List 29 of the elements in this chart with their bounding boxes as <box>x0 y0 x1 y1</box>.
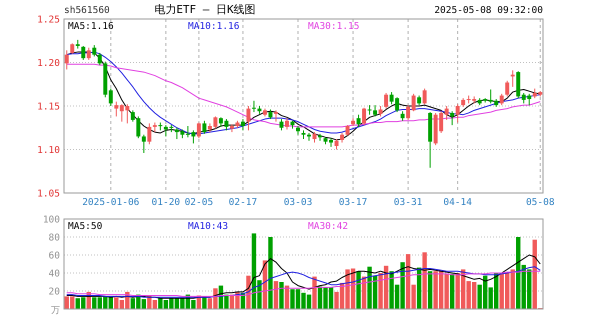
chart-subtitle: sh561560 <box>64 5 110 16</box>
text: MA5:50 <box>68 221 103 232</box>
y-tick-label: 100 <box>42 214 60 226</box>
x-tick-label: 01-20 <box>152 197 180 208</box>
y-tick-label: 80 <box>48 232 60 244</box>
y-tick-label: 1.10 <box>37 145 60 156</box>
x-tick-label: 03-31 <box>394 197 423 208</box>
x-tick-label: 04-14 <box>443 197 472 208</box>
text: MA30:1.15 <box>308 21 360 32</box>
x-tick-label: 02-05 <box>184 197 214 208</box>
text: MA10:1.16 <box>188 21 240 32</box>
x-tick-label: 2025-01-06 <box>82 197 140 208</box>
x-tick-label: 03-03 <box>284 197 312 208</box>
y-tick-label: 40 <box>48 268 60 280</box>
y-tick-label: 20 <box>48 286 60 298</box>
x-tick-label: 03-17 <box>338 197 368 208</box>
y-tick-label: 1.05 <box>37 188 60 200</box>
y-axis-title: 万 <box>51 306 60 316</box>
text: MA30:42 <box>308 221 348 232</box>
x-tick-label: 05-08 <box>526 197 555 208</box>
chart-title: 电力ETF — 日K线图 <box>154 3 256 16</box>
y-tick-label: 1.25 <box>37 14 60 26</box>
text: MA5:1.16 <box>68 21 114 32</box>
text: 2025-05-08 09:32:00 <box>434 5 544 16</box>
text: MA10:43 <box>188 221 228 232</box>
y-tick-label: 1.20 <box>37 58 60 69</box>
x-tick-label: 02-17 <box>228 197 258 208</box>
y-tick-label: 1.15 <box>37 102 60 112</box>
y-tick-label: 60 <box>48 250 60 262</box>
